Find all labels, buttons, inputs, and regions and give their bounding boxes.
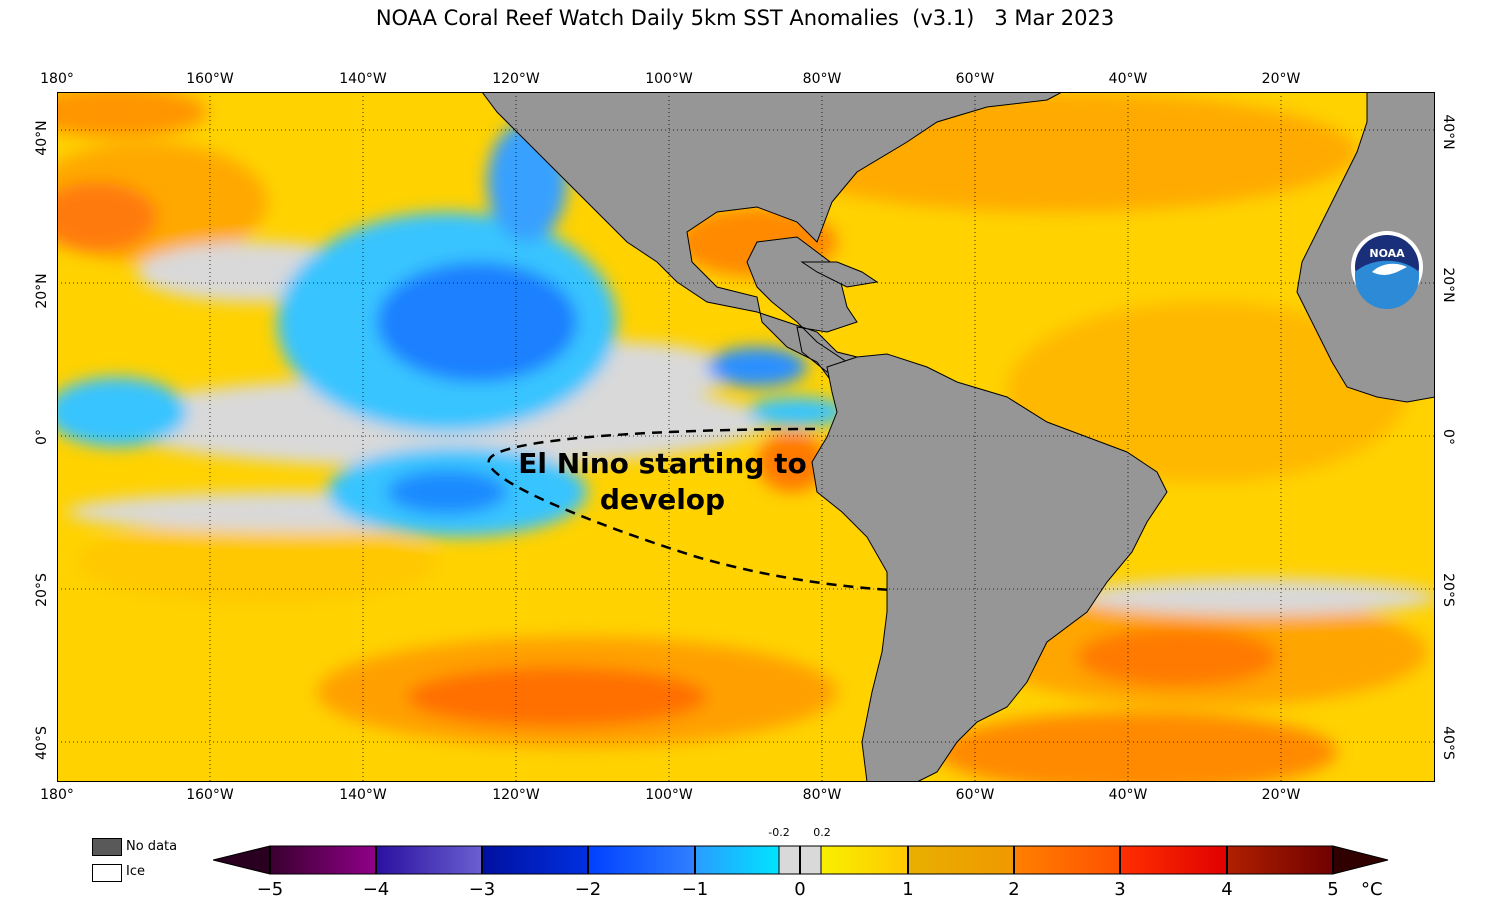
- cuba-land: [800, 261, 879, 288]
- warm-patch-c-atlantic: [1007, 302, 1407, 482]
- cool-patch-pacific-west: [57, 377, 187, 447]
- colorbar-tick-p5: 5: [1327, 879, 1339, 900]
- cool-patch-central-america: [707, 347, 807, 387]
- lat-label-left-40s: 40°S: [34, 726, 50, 760]
- colorbar-tick-p2: 2: [1008, 879, 1020, 900]
- lat-label-left-20n: 20°N: [34, 273, 50, 309]
- colorbar-tick-m1: −1: [681, 879, 709, 900]
- ice-label: Ice: [126, 864, 145, 879]
- lon-label-bottom-40w: 40°W: [1108, 787, 1148, 803]
- lon-label-top-180: 180°: [40, 71, 74, 87]
- lon-label-top-120w: 120°W: [492, 71, 540, 87]
- colorbar-tick-p3: 3: [1114, 879, 1126, 900]
- warm-patch-s-atlantic-hot: [1077, 627, 1277, 687]
- no-data-swatch: [92, 838, 122, 856]
- lon-label-bottom-140w: 140°W: [339, 787, 387, 803]
- lon-label-top-20w: 20°W: [1261, 71, 1301, 87]
- ice-swatch: [92, 864, 122, 882]
- lat-label-right-40s: 40°S: [1440, 726, 1456, 760]
- lat-label-right-20n: 20°N: [1440, 267, 1456, 303]
- noaa-logo-icon: NOAA: [1351, 231, 1423, 309]
- colorbar: [213, 845, 1389, 875]
- lon-label-bottom-120w: 120°W: [492, 787, 540, 803]
- map-title: NOAA Coral Reef Watch Daily 5km SST Anom…: [375, 6, 1115, 30]
- lat-label-right-20s: 20°S: [1440, 573, 1456, 607]
- colorbar-small-tick-neg: -0.2: [768, 826, 790, 839]
- warm-patch-nw-pacific-hot: [57, 182, 157, 252]
- colorbar-tick-m4: −4: [362, 879, 390, 900]
- neutral-band-s-atlantic: [1077, 579, 1435, 615]
- lon-label-top-160w: 160°W: [186, 71, 234, 87]
- colorbar-small-tick-pos: 0.2: [813, 826, 831, 839]
- colorbar-tick-p4: 4: [1221, 879, 1233, 900]
- lon-label-bottom-100w: 100°W: [645, 787, 693, 803]
- colorbar-tick-m5: −5: [256, 879, 284, 900]
- cool-patch-galapagos: [747, 397, 847, 427]
- el-nino-annotation-line1: El Nino starting to: [518, 447, 807, 480]
- el-nino-annotation-line2: develop: [599, 483, 726, 516]
- lon-label-top-140w: 140°W: [339, 71, 387, 87]
- lon-label-bottom-60w: 60°W: [955, 787, 995, 803]
- warm-patch-sw-atlantic: [937, 712, 1337, 782]
- warm-patch-c-pacific-south: [77, 522, 437, 602]
- lon-label-top-40w: 40°W: [1108, 71, 1148, 87]
- svg-text:NOAA: NOAA: [1369, 247, 1405, 260]
- colorbar-tick-p1: 1: [902, 879, 914, 900]
- sst-anomaly-map: NOAA: [57, 92, 1435, 782]
- colorbar-tick-0: 0: [794, 879, 806, 900]
- lon-label-bottom-20w: 20°W: [1261, 787, 1301, 803]
- lat-label-right-40n: 40°N: [1440, 114, 1456, 150]
- lon-label-bottom-180: 180°: [40, 787, 74, 803]
- cool-patch-ne-pacific-deep: [377, 262, 577, 382]
- lon-label-bottom-80w: 80°W: [802, 787, 842, 803]
- lat-label-left-0: 0°: [34, 429, 50, 445]
- lon-label-bottom-160w: 160°W: [186, 787, 234, 803]
- lon-label-top-100w: 100°W: [645, 71, 693, 87]
- graticule: [57, 92, 1435, 782]
- colorbar-tick-m2: −2: [574, 879, 602, 900]
- warm-patch-peru-coast: [757, 432, 827, 492]
- el-nino-annotation: El Nino starting to develop: [505, 446, 820, 518]
- warm-patch-s-pacific-hot: [407, 667, 707, 727]
- el-nino-outline: [487, 427, 891, 592]
- no-data-label: No data: [126, 839, 178, 854]
- lon-label-top-80w: 80°W: [802, 71, 842, 87]
- colorbar-unit: °C: [1361, 879, 1383, 900]
- lon-label-top-60w: 60°W: [955, 71, 995, 87]
- lat-label-left-40n: 40°N: [34, 120, 50, 156]
- cool-patch-pacific-sc-deep: [387, 470, 507, 514]
- south-america-land: [811, 353, 1168, 782]
- lat-label-left-20s: 20°S: [34, 573, 50, 607]
- warm-patch-top-left: [57, 92, 207, 137]
- north-america-land: [481, 92, 1063, 393]
- colorbar-tick-m3: −3: [468, 879, 496, 900]
- lat-label-right-0: 0°: [1440, 429, 1456, 445]
